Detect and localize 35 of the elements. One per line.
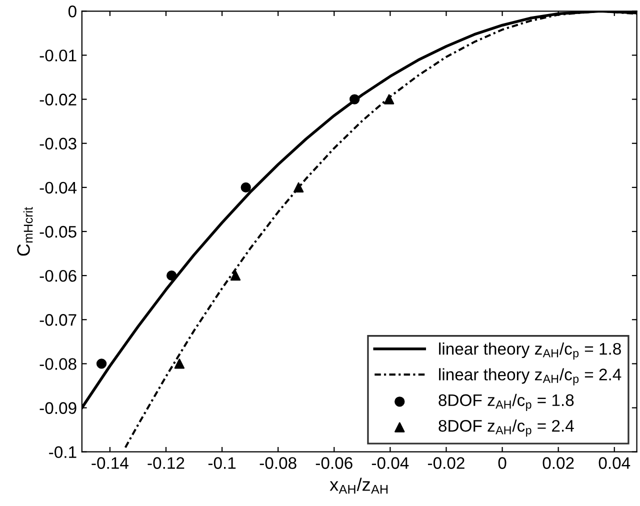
x-tick-label: -0.14 — [92, 457, 128, 469]
y-tick-label: -0.04 — [40, 182, 77, 194]
y-tick-label: -0.02 — [40, 94, 76, 106]
y-tick-label: -0.05 — [40, 226, 76, 238]
x-tick-label: -0.06 — [316, 457, 352, 469]
legend-label: linear theory z$_{AH}$/c$_{p}$ = 1.8 — [439, 342, 621, 360]
x-tick-label: -0.02 — [428, 457, 464, 469]
x-tick-label: -0.1 — [208, 457, 236, 469]
y-tick-label: -0.03 — [40, 138, 76, 150]
legend-label: linear theory z$_{AH}$/c$_{p}$ = 2.4 — [439, 368, 622, 386]
y-tick-label: -0.09 — [40, 402, 76, 414]
y-tick-label: 0 — [68, 6, 76, 18]
x-tick-label: 0 — [498, 457, 506, 469]
point — [293, 182, 304, 193]
y-axis-title: C$_{mHcrit}$ — [17, 206, 33, 256]
x-tick-label: -0.04 — [372, 457, 409, 469]
y-tick-label: -0.1 — [49, 446, 76, 458]
x-axis-title: x$_{AH}$/z$_{AH}$ — [330, 478, 388, 494]
point — [240, 182, 251, 193]
legend-label: 8DOF z$_{AH}$/c$_{p}$ = 1.8 — [438, 394, 574, 411]
point — [174, 358, 185, 369]
x-tick-label: 0.02 — [542, 457, 574, 469]
x-tick-label: -0.08 — [260, 457, 296, 469]
y-tick-label: -0.08 — [40, 358, 76, 370]
y-tick-label: -0.06 — [40, 270, 76, 282]
point — [384, 94, 394, 104]
point — [166, 270, 177, 281]
point — [96, 358, 107, 369]
y-tick-label: -0.07 — [40, 314, 76, 326]
x-tick-label: -0.12 — [148, 457, 184, 469]
y-tick-label: -0.01 — [40, 50, 76, 62]
legend-label: 8DOF z$_{AH}$/c$_{p}$ = 2.4 — [438, 420, 574, 437]
point — [350, 94, 360, 104]
x-tick-label: 0.04 — [598, 457, 630, 469]
point — [230, 270, 241, 281]
